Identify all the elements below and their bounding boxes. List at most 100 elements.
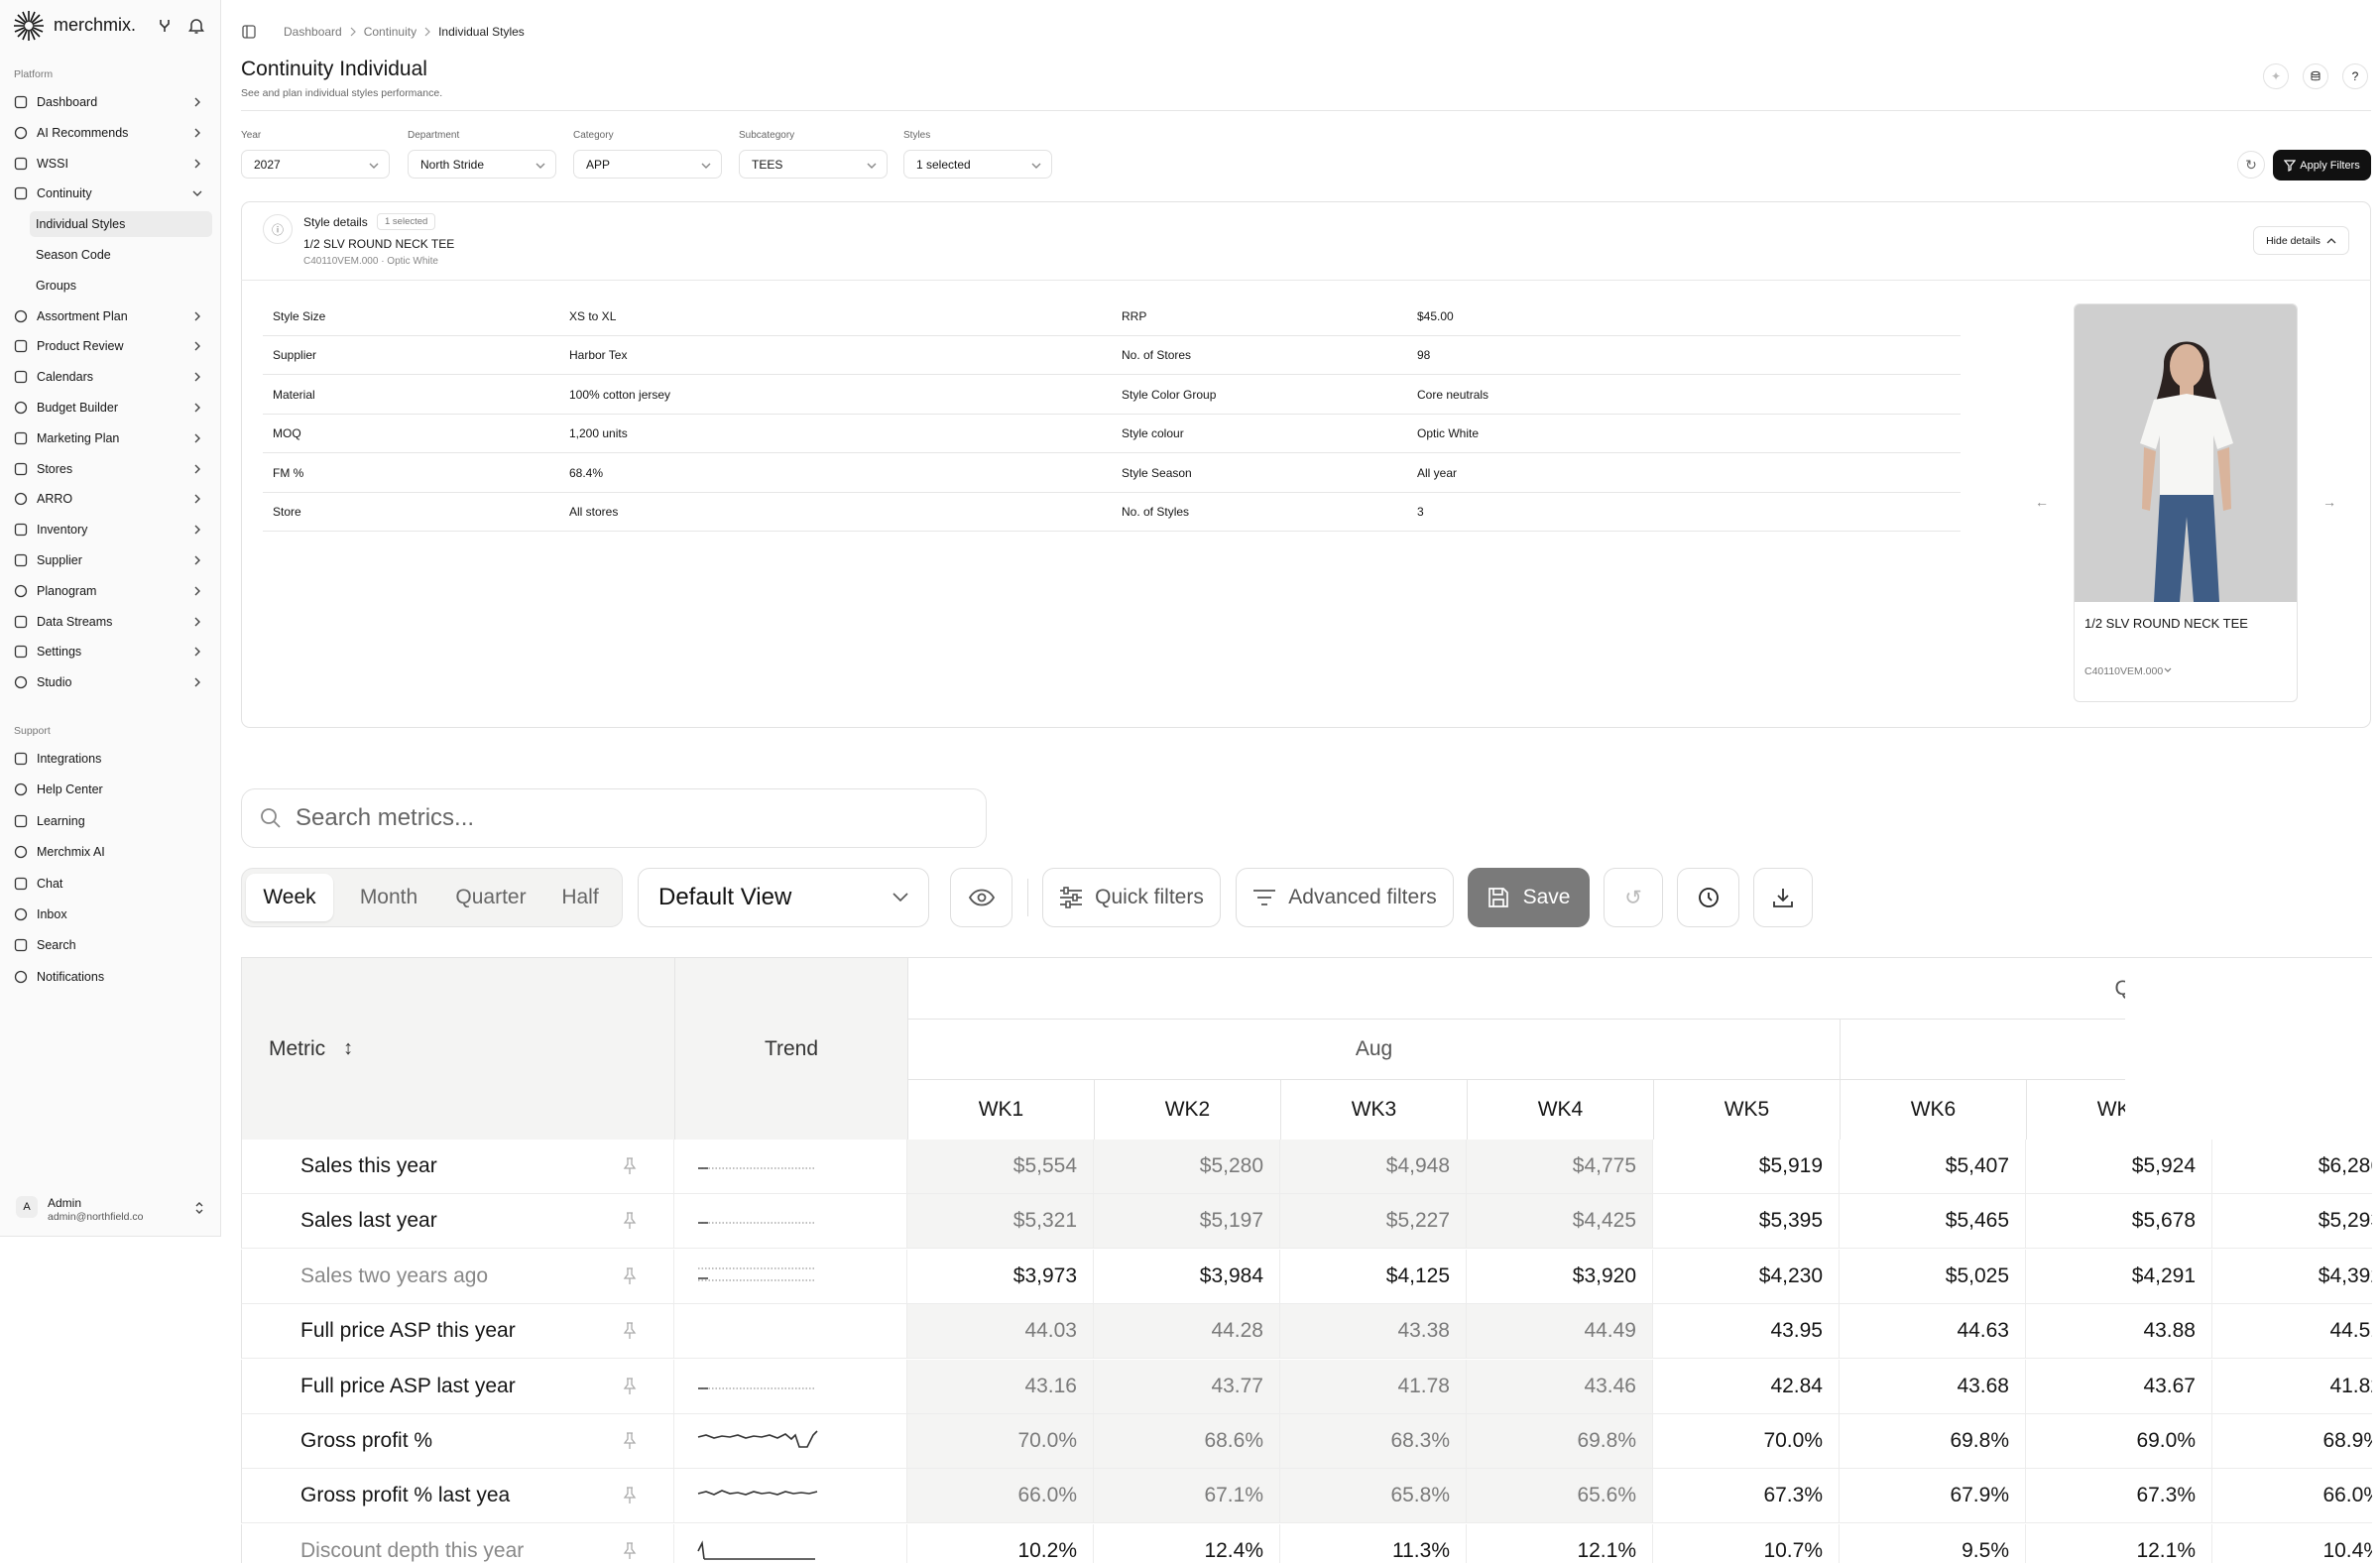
hide-details-button[interactable]: Hide details	[2253, 226, 2349, 255]
detail-label: Style Size	[273, 309, 326, 323]
nav-item[interactable]: Search	[12, 932, 208, 958]
advanced-filters-button[interactable]: Advanced filters	[1236, 868, 1454, 927]
metric-cell: Full price ASP last year	[241, 1359, 674, 1414]
nav-item[interactable]: Assortment Plan	[12, 303, 208, 329]
value-cell: 68.3%	[1280, 1414, 1467, 1469]
nav-item[interactable]: WSSI	[12, 151, 208, 177]
button-label: Save	[1522, 886, 1571, 908]
icon-button[interactable]: ?	[2342, 63, 2368, 89]
nav-item[interactable]: Dashboard	[12, 89, 208, 115]
detail-row: Supplier Harbor Tex No. of Stores 98	[263, 335, 1961, 376]
sidebar: merchmix. Platform Support A Admin admin…	[0, 0, 221, 1237]
chevron	[194, 341, 200, 351]
visibility-button[interactable]	[950, 868, 1012, 927]
nav-item[interactable]: AI Recommends	[12, 120, 208, 146]
nav-sub-item[interactable]: Individual Styles	[30, 211, 212, 238]
metric-cell: Gross profit %	[241, 1414, 674, 1469]
breadcrumb-item[interactable]: Dashboard	[284, 25, 342, 39]
nav-item[interactable]: Stores	[12, 456, 208, 482]
detail-label: Material	[273, 387, 315, 402]
detail-value: All stores	[569, 505, 619, 519]
nav-item[interactable]: ARRO	[12, 486, 208, 512]
period-tab[interactable]: Quarter	[455, 886, 527, 908]
divider	[1027, 879, 1028, 916]
search-box[interactable]: Search metrics...	[241, 788, 987, 848]
branch-icon[interactable]	[157, 18, 173, 34]
value-cell: 43.46	[1467, 1359, 1653, 1414]
sparkline	[698, 1222, 815, 1225]
nav-item[interactable]: Data Streams	[12, 609, 208, 635]
filter-dropdown[interactable]: 2027	[241, 150, 390, 179]
breadcrumb-item[interactable]: Continuity	[363, 25, 417, 39]
value-cell: 9.5%	[1840, 1523, 2026, 1563]
nav-item[interactable]: Merchmix AI	[12, 839, 208, 865]
prev-arrow[interactable]: ←	[2035, 494, 2049, 510]
value-cell: $4,125	[1280, 1249, 1467, 1304]
chevron	[194, 586, 200, 596]
sparkline	[696, 1319, 885, 1343]
filter-value: APP	[586, 157, 611, 172]
nav-item[interactable]: Settings	[12, 639, 208, 664]
pin-icon	[623, 1322, 637, 1340]
nav-item[interactable]: Planogram	[12, 578, 208, 604]
filter-dropdown[interactable]: 1 selected	[903, 150, 1052, 179]
nav-item[interactable]: Calendars	[12, 364, 208, 390]
view-select[interactable]: Default View	[638, 868, 929, 927]
pin-icon	[623, 1487, 637, 1504]
card-code[interactable]: C40110VEM.000	[2084, 665, 2173, 677]
nav-item[interactable]: Help Center	[12, 777, 208, 802]
value-cell: 68.6%	[1094, 1414, 1280, 1469]
bell-icon[interactable]	[188, 17, 204, 35]
metric-header[interactable]: Metric ↕	[242, 958, 675, 1140]
pin-icon	[623, 1212, 637, 1230]
week-header: WK5	[1654, 1080, 1841, 1140]
nav-icon	[14, 752, 28, 766]
trend-cell	[674, 1304, 907, 1360]
filter-dropdown[interactable]: APP	[573, 150, 722, 179]
quick-filters-button[interactable]: Quick filters	[1042, 868, 1221, 927]
filter-dropdown[interactable]: North Stride	[408, 150, 556, 179]
nav-item[interactable]: Inbox	[12, 902, 208, 927]
value-cell: $5,924	[2026, 1140, 2212, 1194]
nav-item[interactable]: Supplier	[12, 547, 208, 573]
nav-item[interactable]: Studio	[12, 669, 208, 695]
sidebar-toggle[interactable]	[242, 25, 256, 39]
nav-item[interactable]: Learning	[12, 808, 208, 834]
nav-label: Continuity	[37, 186, 92, 201]
save-button[interactable]: Save	[1468, 868, 1590, 927]
nav-sub-item[interactable]: Season Code	[30, 242, 212, 268]
apply-filters-button[interactable]: Apply Filters	[2273, 150, 2371, 180]
user-menu-icon[interactable]	[194, 1201, 204, 1215]
nav-item[interactable]: Notifications	[12, 964, 208, 990]
filter-dropdown[interactable]: TEES	[739, 150, 888, 179]
history-button[interactable]	[1677, 868, 1739, 927]
icon-button[interactable]	[2303, 63, 2328, 89]
period-tab[interactable]: Month	[359, 886, 418, 908]
undo-button[interactable]: ↺	[1604, 868, 1663, 927]
nav-item[interactable]: Continuity	[12, 180, 208, 206]
icon-button[interactable]: ✦	[2263, 63, 2289, 89]
month-header	[1841, 1020, 2125, 1080]
nav-item[interactable]: Product Review	[12, 333, 208, 359]
value-cell: 67.3%	[1653, 1469, 1840, 1524]
nav-icon	[14, 907, 28, 921]
nav-item[interactable]: Integrations	[12, 746, 208, 772]
sparkline	[698, 1267, 815, 1281]
download-button[interactable]	[1753, 868, 1813, 927]
card-name: 1/2 SLV ROUND NECK TEE	[2084, 616, 2248, 631]
chevron	[194, 372, 200, 382]
period-tab[interactable]: Half	[561, 886, 599, 908]
period-tab[interactable]: Week	[246, 874, 333, 921]
nav-item[interactable]: Inventory	[12, 517, 208, 542]
reset-button[interactable]: ↻	[2237, 151, 2265, 179]
separator	[424, 27, 430, 37]
nav-sub-item[interactable]: Groups	[30, 273, 212, 299]
nav-item[interactable]: Budget Builder	[12, 395, 208, 421]
sparkline	[698, 1167, 815, 1169]
pin-icon	[623, 1157, 637, 1174]
nav-item[interactable]: Marketing Plan	[12, 425, 208, 451]
next-arrow[interactable]: →	[2322, 494, 2336, 510]
nav-item[interactable]: Chat	[12, 871, 208, 897]
detail-label: Style Season	[1122, 465, 1192, 480]
